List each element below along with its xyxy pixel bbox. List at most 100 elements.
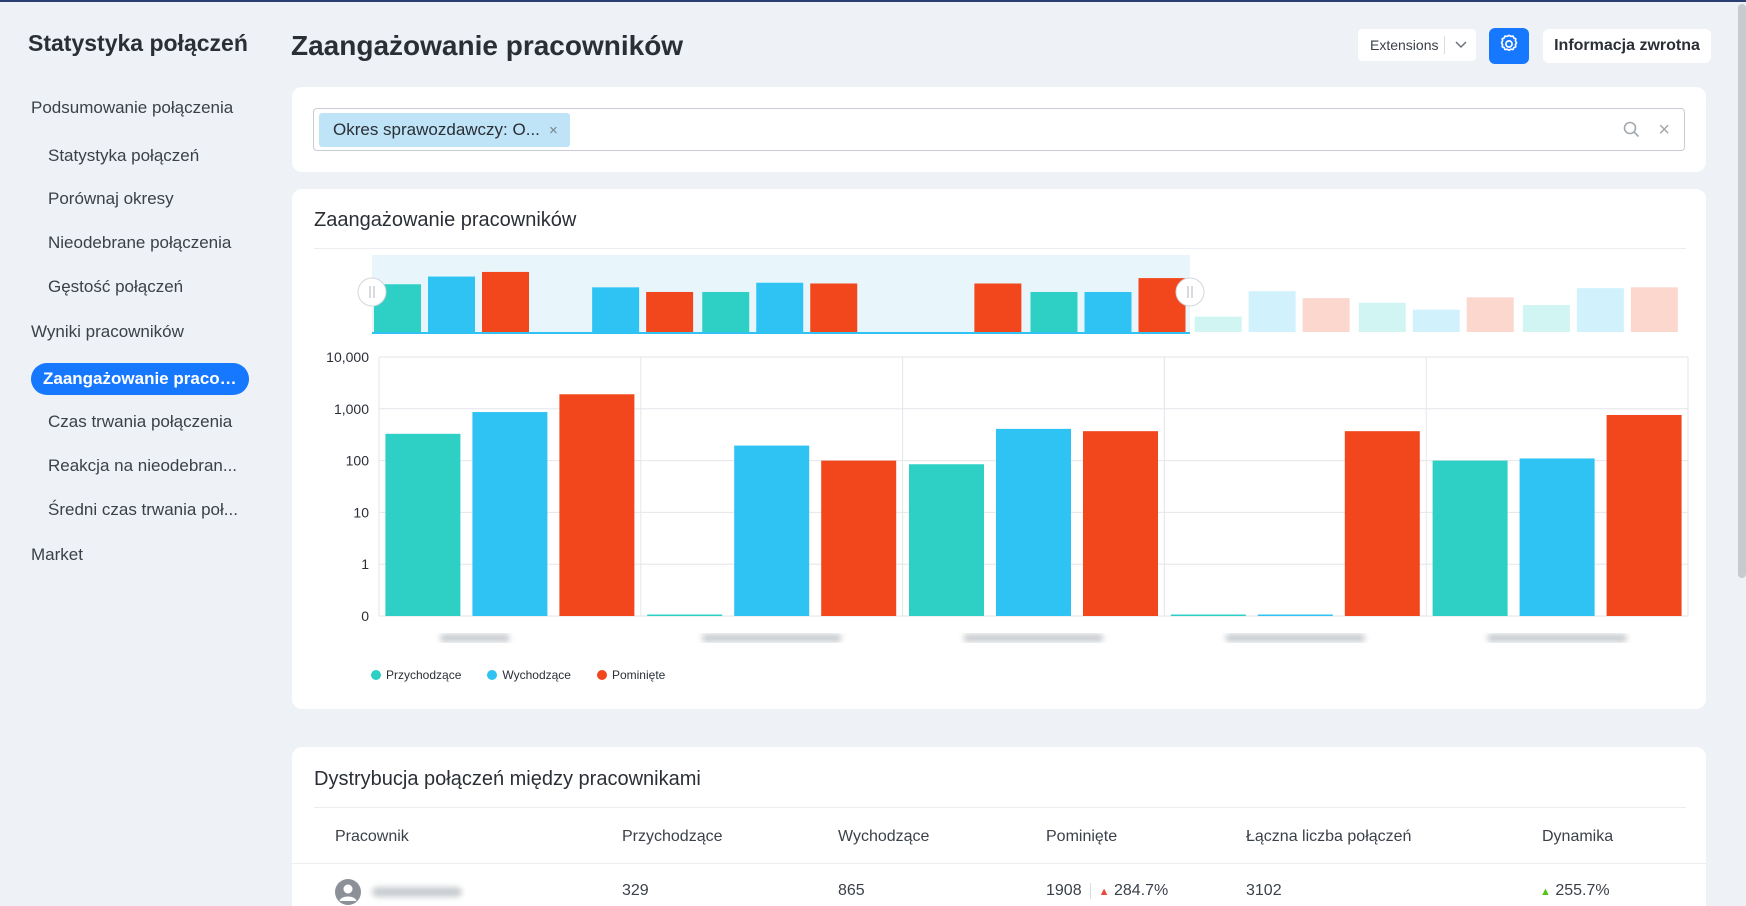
table-title: Dystrybucja połączeń między pracownikami [314,768,701,790]
overview-bar [1084,291,1132,332]
sidebar-item-call-duration[interactable]: Czas trwania połączenia [48,412,233,431]
overview-bar [1302,298,1350,332]
cell-missed-value: 1908 [1046,882,1082,899]
overview-bar [810,283,858,332]
x-tick-label-redacted [1487,634,1628,642]
cell-separator [1089,882,1091,899]
overview-bar [1466,297,1514,332]
cell-outgoing: 865 [838,882,865,899]
clear-icon[interactable]: × [1658,119,1670,141]
distribution-table-card: Dystrybucja połączeń między pracownikami… [292,747,1706,906]
bar-pominięte [559,394,635,616]
overview-bar [1522,305,1570,332]
x-tick-label-redacted [439,634,510,642]
legend-label-incoming: Przychodzące [386,668,462,682]
y-tick-label: 100 [346,453,370,469]
chevron-down-icon [1445,38,1476,52]
select-divider [1444,36,1445,54]
column-header-employee[interactable]: Pracownik [335,828,409,845]
overview-bar [428,276,475,332]
divider [314,807,1686,808]
search-icon[interactable] [1623,121,1640,143]
overview-bar [1194,316,1242,332]
legend-dot-outgoing [487,670,498,680]
legend-item-incoming[interactable]: Przychodzące [371,668,461,682]
sidebar-item-call-summary[interactable]: Podsumowanie połączenia [31,98,234,117]
extensions-select-label: Extensions [1370,37,1439,53]
x-tick-label-redacted [1225,634,1366,642]
overview-bar [1576,288,1624,332]
legend-dot-missed [596,670,607,680]
bar-przychodzące [909,464,984,616]
cell-missed-change: 284.7% [1113,882,1169,899]
sidebar-item-employee-results[interactable]: Wyniki pracowników [31,322,184,341]
overview-bar [1030,291,1078,332]
zoom-handle-left[interactable] [357,277,387,307]
cell-missed: 1908 ▲ 284.7% [1046,882,1168,900]
sidebar-item-avg-call-duration[interactable]: Średni czas trwania poł... [48,500,238,519]
overview-bar [482,271,529,332]
y-tick-label: 0 [361,608,369,624]
column-header-total[interactable]: Łączna liczba połączeń [1246,828,1412,845]
filter-tag-reporting-period[interactable]: Okres sprawozdawczy: O... × [319,113,570,147]
filter-input[interactable]: Okres sprawozdawczy: O... × × [313,108,1685,151]
overview-bar [1248,291,1296,332]
overview-bar [646,291,694,332]
settings-button[interactable] [1489,28,1529,64]
legend-dot-incoming [371,670,381,680]
cell-total: 3102 [1246,882,1282,899]
bar-przychodzące [1170,614,1246,616]
avatar [335,879,361,905]
sidebar-item-missed-reaction[interactable]: Reakcja na nieodebran... [48,456,238,475]
filter-tag-label: Okres sprawozdawczy: O... [333,120,540,139]
bar-wychodzące [1257,614,1333,616]
x-tick-label-redacted [963,634,1104,642]
column-header-outgoing[interactable]: Wychodzące [838,828,930,845]
legend-label-missed: Pominięte [611,668,666,682]
y-tick-label: 10,000 [326,349,369,365]
sidebar-item-call-statistics[interactable]: Statystyka połączeń [48,146,200,165]
column-header-dynamics[interactable]: Dynamika [1542,828,1614,845]
column-header-missed[interactable]: Pominięte [1046,828,1118,845]
sidebar-item-market[interactable]: Market [31,545,83,564]
sidebar-item-compare-periods[interactable]: Porównaj okresy [48,189,174,208]
chart-legend: Przychodzące Wychodzące Pominięte [371,668,665,682]
sidebar: Statystyka połączeń Podsumowanie połącze… [0,2,270,906]
sidebar-item-employee-engagement[interactable]: Zaangażowanie pracow... [31,363,249,395]
sidebar-item-missed-calls[interactable]: Nieodebrane połączenia [48,233,232,252]
divider [314,248,1686,249]
extensions-select[interactable]: Extensions [1358,29,1476,61]
bar-wychodzące [734,445,810,616]
cell-dynamics-value: 255.7% [1555,882,1610,899]
y-tick-label: 1 [361,556,369,572]
sidebar-item-call-density[interactable]: Gęstość połączeń [48,277,184,296]
bar-przychodzące [647,614,723,616]
bar-wychodzące [1519,458,1595,616]
cell-incoming: 329 [622,882,649,899]
x-tick-label-redacted [701,634,842,642]
bar-wychodzące [472,412,548,616]
bar-przychodzące [1432,460,1508,616]
employee-name-redacted [372,887,462,897]
column-header-incoming[interactable]: Przychodzące [622,828,723,845]
legend-label-outgoing: Wychodzące [502,668,571,682]
zoom-handle-right[interactable] [1175,277,1205,307]
page-scrollbar[interactable] [1738,4,1746,578]
overview-bar [1630,287,1678,332]
bar-pominięte [1606,414,1682,616]
feedback-button[interactable]: Informacja zwrotna [1543,29,1711,63]
overview-bar [1358,302,1406,332]
overview-bar [592,287,640,332]
overview-bar [1412,309,1460,332]
legend-item-missed[interactable]: Pominięte [596,668,666,682]
close-icon[interactable]: × [549,121,558,139]
cell-dynamics: ▲ 255.7% [1540,882,1610,900]
legend-item-outgoing[interactable]: Wychodzące [487,668,571,682]
chart-card: Zaangażowanie pracowników 10,000 1,000 100… [292,189,1706,709]
bar-pominięte [1083,431,1158,616]
y-tick-label: 10 [353,504,369,520]
overview-bar [974,283,1022,332]
chart-title: Zaangażowanie pracowników [314,209,577,231]
trend-up-icon: ▲ [1540,886,1551,898]
